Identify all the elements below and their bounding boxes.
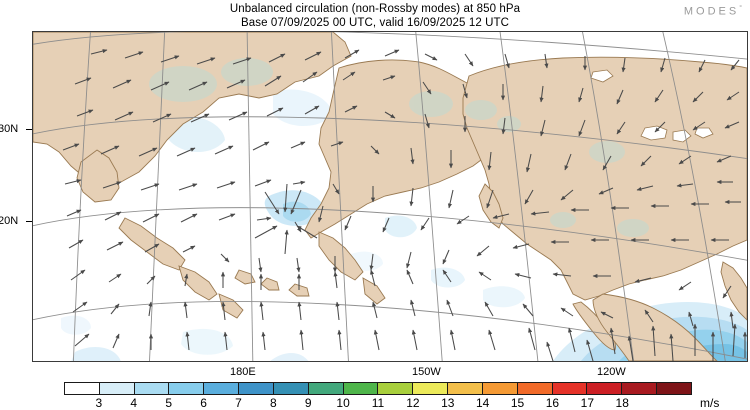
chart-title-block: Unbalanced circulation (non-Rossby modes… <box>0 2 750 30</box>
colorbar-bin-11-12[interactable] <box>378 383 414 394</box>
brand-mark: ° <box>739 5 742 12</box>
colorbar-tick-12: 12 <box>406 396 420 410</box>
chart-subtitle: Base 07/09/2025 00 UTC, valid 16/09/2025… <box>240 17 510 29</box>
colorbar-tick-17: 17 <box>580 396 594 410</box>
colorbar-tick-7: 7 <box>235 396 242 410</box>
land-layer <box>33 32 747 361</box>
modes-logo: MODES° <box>684 5 742 18</box>
colorbar-bin-8-9[interactable] <box>273 383 309 394</box>
colorbar-tick-3: 3 <box>95 396 103 410</box>
colorbar-unit-label: m/s <box>700 396 720 410</box>
colorbar[interactable] <box>64 382 692 395</box>
colorbar-tick-18: 18 <box>615 396 629 410</box>
colorbar-bin-2-3[interactable] <box>65 383 100 394</box>
wind-vector-layer <box>62 49 747 361</box>
colorbar-tick-8: 8 <box>269 396 277 410</box>
y-axis-label-20n: 20N <box>0 215 19 227</box>
colorbar-tick-15: 15 <box>510 396 525 410</box>
colorbar-tick-16: 16 <box>545 396 560 410</box>
colorbar-tick-14: 14 <box>475 396 490 410</box>
y-axis-label-30n: 30N <box>0 123 19 135</box>
colorbar-bin-17-18[interactable] <box>587 383 623 394</box>
colorbar-bin-19-20[interactable] <box>657 383 691 394</box>
colorbar-tick-10: 10 <box>336 396 350 410</box>
colorbar-tick-5: 5 <box>165 396 172 410</box>
colorbar-tick-6: 6 <box>200 396 207 410</box>
colorbar-bin-18-19[interactable] <box>622 383 658 394</box>
colorbar-bin-14-15[interactable] <box>482 383 518 394</box>
colorbar-bin-13-14[interactable] <box>448 383 483 394</box>
colorbar-bin-16-17[interactable] <box>552 383 588 394</box>
colorbar-bin-4-5[interactable] <box>134 383 170 394</box>
colorbar-bin-15-16[interactable] <box>517 383 553 394</box>
vegetation-patches <box>149 58 649 237</box>
x-axis-label-150w: 150W <box>412 366 441 378</box>
colorbar-bin-12-13[interactable] <box>413 383 449 394</box>
x-axis-label-180e: 180E <box>230 366 256 378</box>
colorbar-tick-9: 9 <box>304 396 312 410</box>
brand-text: MODES <box>683 5 740 18</box>
map-vector-field <box>33 32 747 361</box>
colorbar-bin-3-4[interactable] <box>99 383 135 394</box>
colorbar-bin-10-11[interactable] <box>343 383 379 394</box>
colorbar-tick-4: 4 <box>130 396 138 410</box>
x-axis-label-120w: 120W <box>597 366 626 378</box>
map-panel[interactable] <box>32 31 748 362</box>
colorbar-tick-11: 11 <box>371 396 385 410</box>
lakes <box>590 69 714 143</box>
y-tick-20n <box>26 221 33 222</box>
chart-title: Unbalanced circulation (non-Rossby modes… <box>229 3 521 15</box>
colorbar-bin-5-6[interactable] <box>169 383 205 394</box>
colorbar-bin-9-10[interactable] <box>308 383 344 394</box>
colorbar-bin-6-7[interactable] <box>204 383 240 394</box>
colorbar-tick-13: 13 <box>441 396 455 410</box>
y-tick-30n <box>26 129 33 130</box>
colorbar-bin-7-8[interactable] <box>239 383 274 394</box>
